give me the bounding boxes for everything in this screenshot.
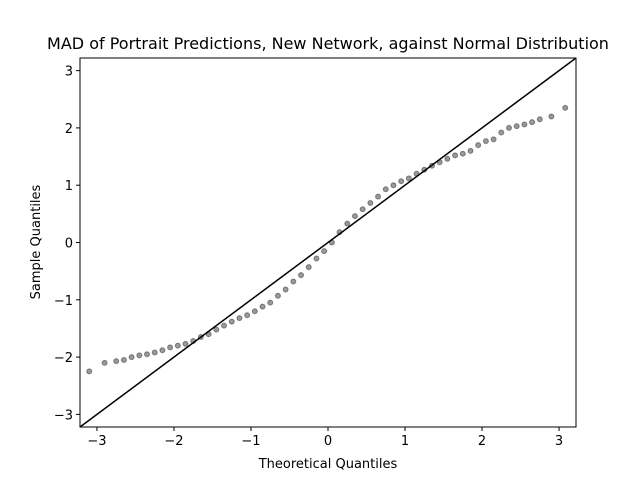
point <box>398 178 405 185</box>
point <box>467 147 474 154</box>
x-axis-label: Theoretical Quantiles <box>258 457 398 472</box>
y-tick-label: 3 <box>65 65 73 80</box>
point <box>120 356 127 363</box>
y-tick-label: 0 <box>65 237 73 252</box>
point <box>490 136 497 143</box>
point <box>290 278 297 285</box>
point <box>359 206 366 213</box>
y-tick-label: −3 <box>54 408 73 423</box>
point <box>482 138 489 145</box>
point <box>174 342 181 349</box>
x-tick-label: −3 <box>87 434 106 449</box>
point <box>282 286 289 293</box>
point <box>213 326 220 333</box>
y-axis-label: Sample Quantiles <box>29 184 44 299</box>
point <box>136 352 143 359</box>
point <box>382 186 389 193</box>
point <box>244 312 251 319</box>
point <box>498 129 505 136</box>
x-tick-label: 1 <box>401 434 409 449</box>
point <box>475 142 482 149</box>
point <box>562 104 569 111</box>
point <box>536 116 543 123</box>
point <box>151 349 158 356</box>
point <box>513 123 520 130</box>
point <box>113 358 120 365</box>
point <box>548 113 555 120</box>
point <box>390 182 397 189</box>
point <box>274 292 281 299</box>
point <box>375 193 382 200</box>
point <box>259 303 266 310</box>
point <box>144 351 151 358</box>
point <box>505 124 512 131</box>
point <box>459 150 466 157</box>
y-tick-label: −1 <box>54 294 73 309</box>
point <box>521 121 528 128</box>
x-tick-label: 3 <box>555 434 563 449</box>
reference-line <box>79 57 577 428</box>
point <box>351 213 358 220</box>
point <box>228 318 235 325</box>
point <box>128 354 135 361</box>
point <box>298 272 305 279</box>
point <box>159 347 166 354</box>
point <box>321 248 328 255</box>
x-tick-label: −1 <box>241 434 260 449</box>
y-tick-label: 1 <box>65 179 73 194</box>
point <box>444 155 451 162</box>
point <box>182 340 189 347</box>
point <box>236 315 243 322</box>
point <box>305 264 312 271</box>
y-tick-label: −2 <box>54 351 73 366</box>
point <box>101 359 108 366</box>
x-tick-label: 0 <box>324 434 332 449</box>
point <box>221 322 228 329</box>
point <box>167 344 174 351</box>
point <box>367 199 374 206</box>
point <box>405 175 412 182</box>
x-tick-label: 2 <box>478 434 486 449</box>
point <box>529 119 536 126</box>
chart-title: MAD of Portrait Predictions, New Network… <box>47 34 609 53</box>
point <box>251 308 258 315</box>
point <box>344 220 351 227</box>
point <box>452 152 459 159</box>
y-tick-label: 2 <box>65 122 73 137</box>
point <box>267 299 274 306</box>
point <box>313 255 320 262</box>
x-tick-label: −2 <box>164 434 183 449</box>
point <box>86 368 93 375</box>
plot-frame <box>79 57 577 428</box>
